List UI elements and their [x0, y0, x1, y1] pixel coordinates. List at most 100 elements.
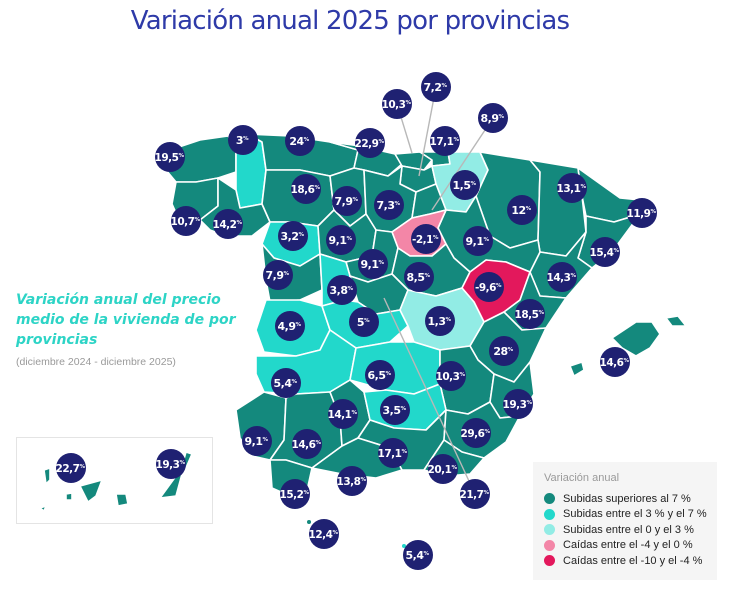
value-bubble-lleida: 13,1% — [557, 173, 587, 203]
percent-sign: % — [79, 464, 85, 470]
bubble-circle — [349, 307, 379, 337]
percent-sign: % — [470, 181, 476, 187]
percent-sign: % — [496, 283, 502, 289]
percent-sign: % — [650, 209, 656, 215]
value-bubble-cadiz: 15,2% — [280, 479, 310, 509]
value-bubble-burgos: 7,3% — [374, 190, 404, 220]
bubble-circle — [450, 170, 480, 200]
percent-sign: % — [378, 139, 384, 145]
percent-sign: % — [178, 153, 184, 159]
legend-label: Caídas entre el -4 y el 0 % — [563, 539, 693, 552]
leader-line — [383, 297, 476, 495]
bubble-circle — [430, 126, 460, 156]
percent-sign: % — [394, 201, 400, 207]
bubble-circle — [355, 128, 385, 158]
bubble-value: 1,3% — [427, 315, 451, 328]
percent-sign: % — [360, 477, 366, 483]
bubble-circle — [278, 221, 308, 251]
province-melilla[interactable] — [402, 544, 406, 548]
bubble-value: 5,4% — [273, 377, 297, 390]
bubble-circle — [242, 426, 272, 456]
bubble-value: 8,9% — [480, 112, 504, 125]
percent-sign: % — [291, 379, 297, 385]
bubble-value: 9,1% — [244, 435, 268, 448]
province-baleares-mallorca[interactable] — [611, 321, 661, 357]
bubble-circle — [436, 361, 466, 391]
bubble-value: 5% — [357, 316, 370, 329]
percent-sign: % — [298, 232, 304, 238]
bubble-circle — [590, 237, 620, 267]
percent-sign: % — [483, 237, 489, 243]
bubble-value: 14,6% — [600, 357, 630, 369]
percent-sign: % — [347, 286, 353, 292]
bubble-value: 14,3% — [547, 272, 577, 284]
percent-sign: % — [314, 185, 320, 191]
bubble-circle — [332, 186, 362, 216]
bubble-value: 24% — [289, 135, 309, 148]
legend-label: Caídas entre el -10 y el -4 % — [563, 554, 703, 567]
province-canarias-grancanaria[interactable] — [115, 493, 129, 507]
percent-sign: % — [351, 410, 357, 416]
bubble-circle — [411, 224, 441, 254]
province-baleares-ibiza[interactable] — [569, 361, 585, 377]
bubble-circle — [378, 438, 408, 468]
bubble-circle — [421, 72, 451, 102]
percent-sign: % — [433, 235, 439, 241]
bubble-value: 10,7% — [171, 216, 201, 228]
bubble-value: 3% — [236, 134, 249, 147]
bubble-value: 29,6% — [461, 428, 491, 440]
bubble-value: 11,9% — [627, 208, 657, 220]
bubble-circle — [380, 395, 410, 425]
bubble-circle — [474, 272, 504, 302]
value-bubble-cordoba: 14,1% — [328, 399, 358, 429]
province-baleares-menorca[interactable] — [665, 315, 687, 327]
bubble-circle — [365, 360, 395, 390]
legend-item: Subidas superiores al 7 % — [544, 491, 717, 507]
bubble-circle — [155, 142, 185, 172]
value-bubble-malaga: 13,8% — [337, 466, 367, 496]
province-ciudadreal[interactable] — [349, 341, 441, 395]
value-bubble-salamanca: 7,9% — [263, 260, 293, 290]
percent-sign: % — [401, 449, 407, 455]
bubble-circle — [403, 540, 433, 570]
bubble-circle — [328, 399, 358, 429]
bubble-value: 20,1% — [428, 464, 458, 476]
bubble-circle — [263, 260, 293, 290]
legend: Variación anual Subidas superiores al 7 … — [533, 462, 717, 580]
bubble-value: 5,4% — [405, 549, 429, 562]
value-bubble-navarra_leader: 8,9% — [478, 103, 508, 133]
value-bubble-badajoz: 5,4% — [271, 368, 301, 398]
value-bubble-huesca: 12% — [507, 195, 537, 225]
percent-sign: % — [570, 273, 576, 279]
province-canarias-gomera[interactable] — [65, 492, 73, 501]
province-coruna[interactable] — [165, 135, 237, 183]
map-period: (diciembre 2024 - diciembre 2025) — [16, 356, 176, 368]
value-bubble-ceuta: 12,4% — [309, 519, 339, 549]
percent-sign: % — [385, 371, 391, 377]
province-canarias-tenerife[interactable] — [79, 479, 103, 503]
province-canarias-lapalma[interactable] — [43, 467, 51, 485]
leader-line — [418, 86, 437, 177]
province-ceuta[interactable] — [307, 520, 311, 524]
bubble-circle — [285, 126, 315, 156]
map-title: Variación anual 2025 por provincias — [130, 6, 570, 36]
percent-sign: % — [423, 551, 429, 557]
value-bubble-girona: 11,9% — [627, 198, 657, 228]
value-bubble-murcia: 29,6% — [461, 418, 491, 448]
bubble-value: -2,1% — [412, 234, 439, 246]
value-bubble-baleares: 14,6% — [600, 347, 630, 377]
legend-label: Subidas entre el 3 % y el 7 % — [563, 508, 707, 521]
value-bubble-lugo: 3% — [228, 125, 258, 155]
percent-sign: % — [295, 322, 301, 328]
bubble-circle — [337, 466, 367, 496]
percent-sign: % — [304, 137, 310, 143]
percent-sign: % — [243, 136, 249, 142]
legend-swatch-icon — [544, 539, 555, 551]
bubble-circle — [489, 336, 519, 366]
value-bubble-huelva: 9,1% — [242, 426, 272, 456]
bubble-circle — [291, 174, 321, 204]
percent-sign: % — [538, 310, 544, 316]
bubble-circle — [461, 418, 491, 448]
bubble-value: 12% — [511, 204, 531, 217]
province-canarias-hierro[interactable] — [39, 505, 47, 512]
